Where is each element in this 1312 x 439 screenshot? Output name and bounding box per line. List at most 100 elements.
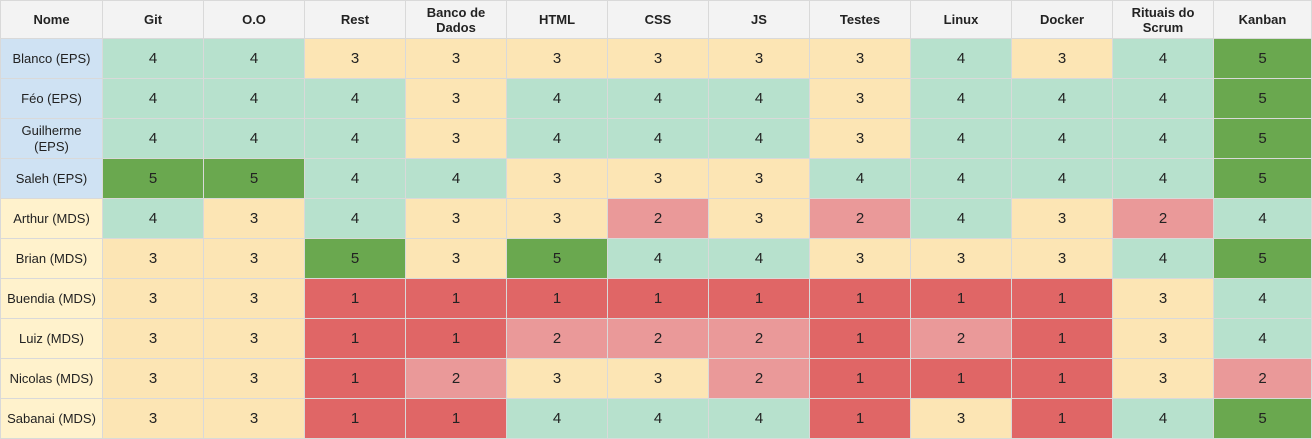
score-cell[interactable]: 4 xyxy=(1011,118,1113,159)
score-cell[interactable]: 2 xyxy=(1213,358,1312,399)
member-name-cell[interactable]: Blanco (EPS) xyxy=(0,38,103,79)
score-cell[interactable]: 4 xyxy=(607,118,709,159)
score-cell[interactable]: 2 xyxy=(607,198,709,239)
score-cell[interactable]: 4 xyxy=(102,38,204,79)
score-cell[interactable]: 2 xyxy=(809,198,911,239)
score-cell[interactable]: 3 xyxy=(102,278,204,319)
score-cell[interactable]: 3 xyxy=(910,398,1012,439)
score-cell[interactable]: 4 xyxy=(1112,118,1214,159)
score-cell[interactable]: 3 xyxy=(809,238,911,279)
score-cell[interactable]: 1 xyxy=(304,398,406,439)
score-cell[interactable]: 3 xyxy=(405,38,507,79)
member-name-cell[interactable]: Saleh (EPS) xyxy=(0,158,103,199)
score-cell[interactable]: 4 xyxy=(607,238,709,279)
score-cell[interactable]: 3 xyxy=(405,198,507,239)
score-cell[interactable]: 5 xyxy=(1213,118,1312,159)
score-cell[interactable]: 4 xyxy=(1213,198,1312,239)
column-header[interactable]: CSS xyxy=(607,0,709,39)
score-cell[interactable]: 1 xyxy=(1011,318,1113,359)
score-cell[interactable]: 2 xyxy=(1112,198,1214,239)
score-cell[interactable]: 4 xyxy=(506,118,608,159)
score-cell[interactable]: 5 xyxy=(1213,78,1312,119)
score-cell[interactable]: 3 xyxy=(102,358,204,399)
member-name-cell[interactable]: Brian (MDS) xyxy=(0,238,103,279)
score-cell[interactable]: 3 xyxy=(102,398,204,439)
score-cell[interactable]: 1 xyxy=(1011,398,1113,439)
member-name-cell[interactable]: Nicolas (MDS) xyxy=(0,358,103,399)
score-cell[interactable]: 3 xyxy=(203,398,305,439)
score-cell[interactable]: 4 xyxy=(708,398,810,439)
score-cell[interactable]: 1 xyxy=(910,358,1012,399)
member-name-cell[interactable]: Buendia (MDS) xyxy=(0,278,103,319)
score-cell[interactable]: 3 xyxy=(607,38,709,79)
score-cell[interactable]: 3 xyxy=(607,358,709,399)
score-cell[interactable]: 4 xyxy=(1112,78,1214,119)
score-cell[interactable]: 4 xyxy=(607,398,709,439)
score-cell[interactable]: 2 xyxy=(910,318,1012,359)
score-cell[interactable]: 5 xyxy=(1213,398,1312,439)
score-cell[interactable]: 3 xyxy=(203,198,305,239)
column-header[interactable]: Rituais do Scrum xyxy=(1112,0,1214,39)
score-cell[interactable]: 3 xyxy=(1112,318,1214,359)
score-cell[interactable]: 3 xyxy=(203,318,305,359)
score-cell[interactable]: 1 xyxy=(809,358,911,399)
score-cell[interactable]: 4 xyxy=(708,78,810,119)
score-cell[interactable]: 2 xyxy=(708,358,810,399)
score-cell[interactable]: 3 xyxy=(203,278,305,319)
score-cell[interactable]: 1 xyxy=(506,278,608,319)
score-cell[interactable]: 2 xyxy=(506,318,608,359)
score-cell[interactable]: 4 xyxy=(102,78,204,119)
score-cell[interactable]: 3 xyxy=(1011,38,1113,79)
score-cell[interactable]: 3 xyxy=(405,78,507,119)
score-cell[interactable]: 4 xyxy=(1011,78,1113,119)
score-cell[interactable]: 2 xyxy=(607,318,709,359)
score-cell[interactable]: 4 xyxy=(708,238,810,279)
column-header[interactable]: Git xyxy=(102,0,204,39)
score-cell[interactable]: 4 xyxy=(910,78,1012,119)
score-cell[interactable]: 1 xyxy=(304,318,406,359)
column-header[interactable]: HTML xyxy=(506,0,608,39)
score-cell[interactable]: 3 xyxy=(506,38,608,79)
score-cell[interactable]: 3 xyxy=(1011,198,1113,239)
score-cell[interactable]: 4 xyxy=(203,118,305,159)
score-cell[interactable]: 4 xyxy=(1112,38,1214,79)
score-cell[interactable]: 1 xyxy=(1011,278,1113,319)
score-cell[interactable]: 5 xyxy=(506,238,608,279)
score-cell[interactable]: 4 xyxy=(910,158,1012,199)
score-cell[interactable]: 3 xyxy=(708,198,810,239)
score-cell[interactable]: 3 xyxy=(203,238,305,279)
score-cell[interactable]: 5 xyxy=(102,158,204,199)
member-name-cell[interactable]: Sabanai (MDS) xyxy=(0,398,103,439)
score-cell[interactable]: 4 xyxy=(304,78,406,119)
score-cell[interactable]: 4 xyxy=(304,118,406,159)
score-cell[interactable]: 3 xyxy=(506,198,608,239)
member-name-cell[interactable]: Luiz (MDS) xyxy=(0,318,103,359)
score-cell[interactable]: 4 xyxy=(607,78,709,119)
score-cell[interactable]: 4 xyxy=(708,118,810,159)
score-cell[interactable]: 4 xyxy=(203,38,305,79)
column-header[interactable]: O.O xyxy=(203,0,305,39)
score-cell[interactable]: 5 xyxy=(304,238,406,279)
score-cell[interactable]: 3 xyxy=(102,238,204,279)
column-header[interactable]: Kanban xyxy=(1213,0,1312,39)
score-cell[interactable]: 3 xyxy=(304,38,406,79)
score-cell[interactable]: 3 xyxy=(405,118,507,159)
score-cell[interactable]: 3 xyxy=(1112,278,1214,319)
score-cell[interactable]: 4 xyxy=(506,78,608,119)
column-header[interactable]: JS xyxy=(708,0,810,39)
score-cell[interactable]: 4 xyxy=(1011,158,1113,199)
score-cell[interactable]: 5 xyxy=(1213,158,1312,199)
member-name-cell[interactable]: Féo (EPS) xyxy=(0,78,103,119)
score-cell[interactable]: 4 xyxy=(910,198,1012,239)
score-cell[interactable]: 3 xyxy=(506,358,608,399)
score-cell[interactable]: 3 xyxy=(809,118,911,159)
score-cell[interactable]: 3 xyxy=(708,158,810,199)
score-cell[interactable]: 1 xyxy=(304,278,406,319)
score-cell[interactable]: 4 xyxy=(1213,278,1312,319)
score-cell[interactable]: 1 xyxy=(809,318,911,359)
score-cell[interactable]: 3 xyxy=(102,318,204,359)
score-cell[interactable]: 1 xyxy=(708,278,810,319)
score-cell[interactable]: 4 xyxy=(102,118,204,159)
score-cell[interactable]: 4 xyxy=(809,158,911,199)
score-cell[interactable]: 4 xyxy=(405,158,507,199)
